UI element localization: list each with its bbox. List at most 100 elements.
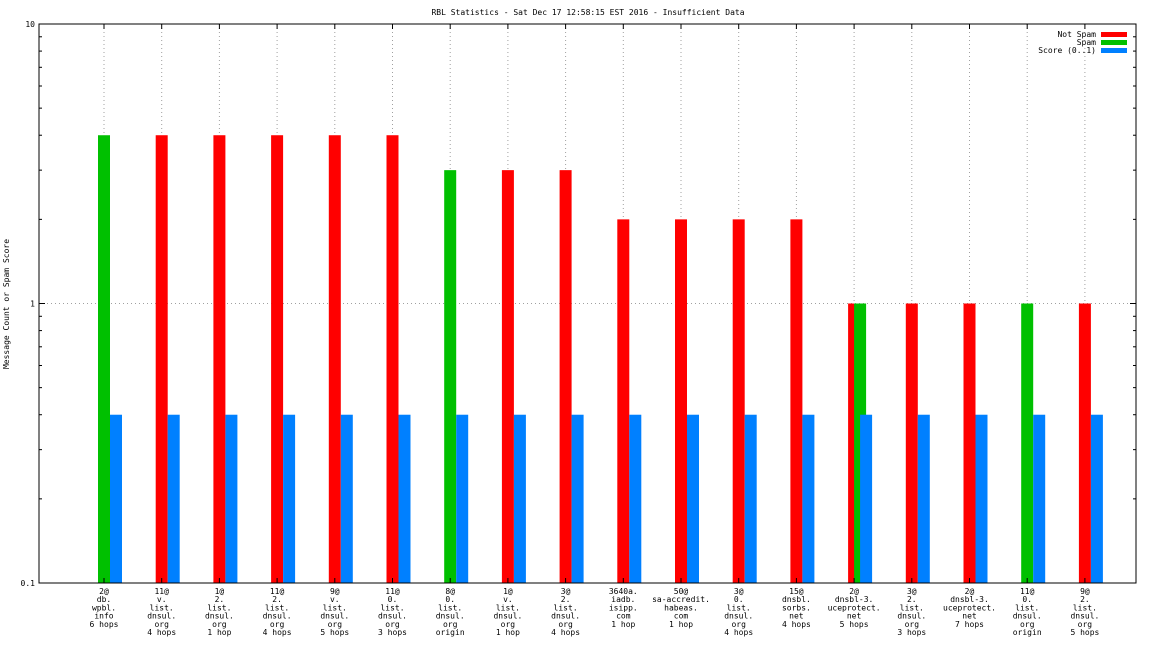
x-tick-label-line: origin	[436, 628, 465, 637]
x-tick-label-line: org	[905, 620, 920, 629]
legend-label: Spam	[1077, 38, 1096, 47]
grid-layer	[39, 24, 1136, 583]
x-tick-label-line: 7 hops	[955, 620, 984, 629]
x-tick-label: 8@ 0. list. dnsul. org origin	[436, 587, 465, 637]
x-tick-label-line: 2.	[561, 595, 571, 604]
x-tick-label-line: iadb.	[611, 595, 635, 604]
x-tick-label: 2@ dnsbl-3. uceprotect. net 5 hops	[828, 587, 881, 629]
bar-score-0-1	[340, 414, 353, 583]
bar-not-spam	[675, 219, 687, 583]
bar-score-0-1	[629, 414, 642, 583]
x-tick-label-line: info	[94, 612, 113, 621]
x-tick-label-line: 1@	[215, 587, 225, 596]
x-tick-label-line: 4 hops	[724, 628, 753, 637]
x-tick-label-line: 11@	[154, 587, 169, 596]
x-tick-label-line: 1 hop	[496, 628, 520, 637]
x-tick-label: 2@ dnsbl-3. uceprotect. net 7 hops	[943, 587, 996, 629]
bar-not-spam	[271, 135, 284, 583]
bar-spam	[98, 135, 110, 583]
x-tick-label-line: 0.	[445, 595, 455, 604]
x-tick-label-line: dnsul.	[147, 612, 176, 621]
x-tick-label-line: habeas.	[664, 603, 698, 612]
ticks-layer: 0.1 1 10	[21, 20, 1136, 588]
x-tick-label-line: 1 hop	[669, 620, 693, 629]
x-tick-label: 11@ 0. list. dnsul. org origin	[1013, 587, 1042, 637]
bar-score-0-1	[167, 414, 180, 583]
x-tick-label: 11@ 2. list. dnsul. org 4 hops	[263, 587, 292, 637]
x-tick-label-line: 5 hops	[320, 628, 349, 637]
x-tick-label-line: dnsul.	[724, 612, 753, 621]
legend-swatch	[1101, 32, 1127, 37]
x-tick-label-line: net	[789, 612, 804, 621]
x-tick-label-line: net	[962, 612, 977, 621]
x-tick-label-line: 9@	[330, 587, 340, 596]
x-tick-label-line: 3@	[561, 587, 571, 596]
x-tick-label-line: 3 hops	[897, 628, 926, 637]
x-tick-label: 1@ 2. list. dnsul. org 1 hop	[205, 587, 234, 637]
bar-score-0-1	[917, 414, 930, 583]
x-tick-label: 11@ v. list. dnsul. org 4 hops	[147, 587, 176, 637]
x-tick-label-line: 2@	[965, 587, 975, 596]
x-tick-label-line: 0.	[734, 595, 744, 604]
bar-not-spam	[963, 303, 976, 583]
x-tick-label-line: org	[558, 620, 573, 629]
bar-not-spam	[213, 135, 226, 583]
bar-score-0-1	[398, 414, 411, 583]
legend-swatch	[1101, 40, 1127, 45]
bar-not-spam	[790, 219, 803, 583]
x-tick-label-line: 5 hops	[1070, 628, 1099, 637]
x-tick-label-line: 1 hop	[611, 620, 635, 629]
legend-label: Not Spam	[1057, 30, 1096, 39]
x-tick-label-line: dnsul.	[320, 612, 349, 621]
x-tick-label-line: list.	[207, 603, 231, 612]
x-tick-label-line: list.	[438, 603, 462, 612]
x-tick-label-line: 2.	[1080, 595, 1090, 604]
x-tick-label: 9@ 2. list. dnsul. org 5 hops	[1070, 587, 1099, 637]
bar-not-spam	[1078, 303, 1091, 583]
x-tick-label-line: uceprotect.	[943, 603, 996, 612]
x-tick-label-line: 4 hops	[147, 628, 176, 637]
x-tick-label-line: dnsul.	[551, 612, 580, 621]
x-tick-label-line: org	[154, 620, 169, 629]
x-tick-label-line: dnsbl.	[782, 595, 811, 604]
x-tick-label-line: org	[212, 620, 227, 629]
x-tick-label: 15@ dnsbl. sorbs. net 4 hops	[782, 587, 811, 629]
x-tick-label-line: list.	[323, 603, 347, 612]
x-tick-label-line: 3 hops	[378, 628, 407, 637]
x-tick-label-line: org	[328, 620, 343, 629]
x-tick-label-line: com	[616, 612, 631, 621]
x-tick-label-line: 0.	[1022, 595, 1032, 604]
x-tick-label-line: com	[674, 612, 689, 621]
x-tick-label-line: list.	[1073, 603, 1097, 612]
x-tick-label-line: 2@	[849, 587, 859, 596]
bar-not-spam	[501, 170, 514, 584]
bar-score-0-1	[975, 414, 988, 583]
x-tick-label-line: 3@	[734, 587, 744, 596]
x-tick-label-line: list.	[150, 603, 174, 612]
x-tick-label: 3@ 2. list. dnsul. org 4 hops	[551, 587, 580, 637]
bar-score-0-1	[687, 414, 699, 583]
x-tick-label-line: 11@	[270, 587, 285, 596]
x-tick-label-line: list.	[727, 603, 751, 612]
x-tick-label-line: org	[1078, 620, 1093, 629]
chart-title: RBL Statistics - Sat Dec 17 12:58:15 EST…	[431, 8, 744, 17]
x-tick-label-line: v.	[330, 595, 340, 604]
x-tick-label-line: dnsul.	[263, 612, 292, 621]
x-tick-label-line: org	[731, 620, 746, 629]
bar-not-spam	[328, 135, 341, 583]
x-tick-label-line: net	[847, 612, 862, 621]
x-tick-label-line: 0.	[388, 595, 398, 604]
x-tick-label-line: v.	[157, 595, 167, 604]
x-tick-label-line: sa-accredit.	[652, 595, 710, 604]
y-tick-label: 1	[30, 300, 35, 309]
x-tick-label-line: 4 hops	[782, 620, 811, 629]
x-tick-label-line: list.	[265, 603, 289, 612]
x-tick-label: 3@ 2. list. dnsul. org 3 hops	[897, 587, 926, 637]
x-tick-label-line: org	[501, 620, 516, 629]
x-tick-label-line: 2.	[215, 595, 225, 604]
bar-score-0-1	[513, 414, 526, 583]
